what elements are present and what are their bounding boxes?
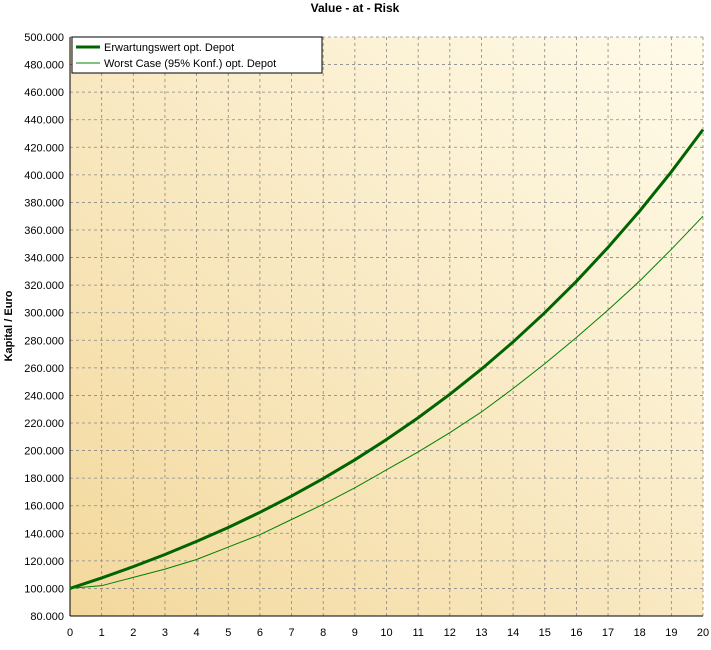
y-tick-label: 300.000: [24, 308, 64, 320]
y-tick-label: 100.000: [24, 583, 64, 595]
x-tick-label: 5: [225, 627, 231, 639]
y-tick-label: 320.000: [24, 280, 64, 292]
y-tick-label: 360.000: [24, 225, 64, 237]
y-tick-label: 500.000: [24, 32, 64, 44]
y-tick-label: 140.000: [24, 528, 64, 540]
y-tick-label: 380.000: [24, 197, 64, 209]
x-tick-label: 6: [257, 627, 263, 639]
y-tick-label: 160.000: [24, 501, 64, 513]
y-tick-label: 80.000: [30, 611, 64, 623]
x-tick-label: 17: [602, 627, 614, 639]
x-tick-label: 0: [67, 627, 73, 639]
y-tick-label: 200.000: [24, 446, 64, 458]
x-tick-label: 19: [665, 627, 677, 639]
y-axis-label: Kapital / Euro: [3, 290, 15, 361]
y-tick-label: 240.000: [24, 390, 64, 402]
series-line: [69, 215, 704, 589]
y-tick-label: 400.000: [24, 170, 64, 182]
x-tick-label: 18: [634, 627, 646, 639]
y-tick-label: 420.000: [24, 142, 64, 154]
x-tick-label: 3: [162, 627, 168, 639]
y-tick-label: 440.000: [24, 115, 64, 127]
series-line: [69, 128, 705, 590]
x-tick-label: 15: [539, 627, 551, 639]
y-tick-label: 120.000: [24, 556, 64, 568]
x-tick-label: 1: [99, 627, 105, 639]
legend-label: Worst Case (95% Konf.) opt. Depot: [104, 58, 276, 70]
x-tick-label: 7: [288, 627, 294, 639]
legend-box: [71, 36, 323, 74]
y-tick-label: 340.000: [24, 253, 64, 265]
y-tick-label: 460.000: [24, 87, 64, 99]
x-tick-label: 12: [444, 627, 456, 639]
x-tick-label: 16: [570, 627, 582, 639]
x-tick-label: 8: [320, 627, 326, 639]
y-tick-label: 220.000: [24, 418, 64, 430]
chart-title: Value - at - Risk: [311, 1, 400, 15]
y-tick-label: 480.000: [24, 60, 64, 72]
x-tick-label: 4: [194, 627, 200, 639]
x-tick-label: 2: [130, 627, 136, 639]
y-tick-label: 260.000: [24, 363, 64, 375]
y-tick-label: 180.000: [24, 473, 64, 485]
x-tick-label: 10: [380, 627, 392, 639]
y-tick-label: 280.000: [24, 335, 64, 347]
x-tick-label: 13: [475, 627, 487, 639]
x-tick-label: 9: [352, 627, 358, 639]
x-tick-label: 20: [697, 627, 709, 639]
x-tick-label: 11: [412, 627, 423, 639]
x-tick-label: 14: [507, 627, 519, 639]
legend-label: Erwartungswert opt. Depot: [104, 42, 234, 54]
